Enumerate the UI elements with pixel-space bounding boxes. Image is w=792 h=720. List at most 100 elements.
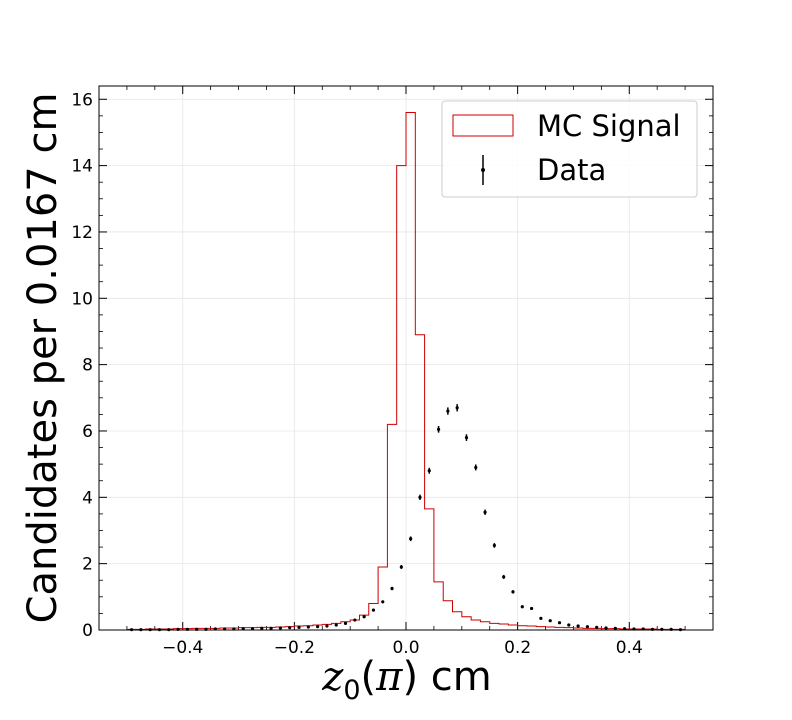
data-marker (241, 627, 245, 631)
data-marker (502, 575, 506, 579)
data-marker (343, 621, 348, 625)
data-point (399, 564, 403, 569)
data-point (539, 616, 543, 620)
data-point (343, 621, 348, 625)
data-marker (585, 625, 590, 629)
data-point (371, 608, 376, 612)
data-marker (464, 436, 469, 440)
x-axis-label-close: ) (402, 654, 430, 700)
y-tick-labels: 0 2 4 6 8 10 12 14 16 (71, 90, 93, 641)
data-marker (446, 409, 450, 413)
data-marker (288, 626, 292, 630)
y-tick-label: 8 (82, 356, 93, 376)
data-marker (260, 626, 264, 630)
x-axis-label-sub: 0 (343, 675, 360, 706)
data-point (325, 624, 329, 628)
x-tick-label: 0.4 (616, 638, 643, 658)
data-point (623, 627, 627, 631)
data-point (334, 623, 338, 627)
y-tick-label: 6 (82, 422, 93, 442)
data-point (427, 467, 431, 474)
data-point (390, 586, 394, 591)
data-point (604, 626, 608, 630)
data-marker (399, 565, 403, 569)
data-point (269, 626, 273, 630)
data-point (567, 623, 571, 627)
data-marker (390, 586, 394, 591)
x-tick-label: −0.2 (274, 638, 315, 658)
data-marker (567, 623, 571, 627)
legend-swatch-data-point (481, 168, 485, 172)
data-marker (548, 619, 552, 623)
data-point (297, 625, 301, 629)
data-point (520, 605, 524, 609)
data-marker (427, 469, 431, 473)
data-point (250, 627, 255, 631)
data-point (455, 404, 459, 412)
data-marker (474, 465, 478, 470)
data-marker (362, 615, 366, 619)
data-marker (325, 624, 329, 628)
data-point (381, 600, 385, 604)
minor-ticks (99, 86, 713, 630)
legend-label-mc-signal: MC Signal (537, 109, 681, 143)
data-marker (381, 600, 385, 604)
data-marker (576, 624, 580, 628)
data-point (288, 626, 292, 630)
data-marker (353, 618, 357, 622)
data-point (464, 434, 469, 441)
data-marker (483, 510, 487, 514)
y-tick-label: 2 (82, 555, 93, 575)
data-marker (269, 626, 273, 630)
mc-signal-step-line (126, 112, 686, 630)
data-marker (250, 627, 255, 631)
legend: MC Signal Data (441, 100, 698, 198)
data-marker (511, 590, 515, 594)
data-point (492, 543, 496, 548)
y-tick-label: 0 (82, 621, 93, 641)
data-point (502, 574, 506, 579)
data-marker (604, 626, 608, 630)
data-marker (418, 495, 422, 499)
data-marker (557, 621, 562, 625)
data-point (418, 494, 422, 500)
x-axis-label: z0(π) cm (321, 654, 491, 706)
data-marker (334, 623, 338, 627)
data-point (548, 619, 552, 623)
data-point (316, 625, 320, 629)
data-point (585, 625, 590, 629)
data-marker (436, 427, 441, 431)
data-marker (278, 626, 283, 630)
data-point (241, 627, 245, 631)
data-point (278, 626, 283, 630)
data-point (576, 624, 580, 628)
data-point (436, 426, 441, 433)
x-axis-label-open: ( (361, 654, 377, 700)
data-point (446, 407, 450, 415)
y-tick-label: 14 (71, 157, 93, 177)
data-point (353, 618, 357, 622)
data-point (613, 626, 617, 630)
data-marker (316, 625, 320, 629)
data-point (529, 606, 534, 611)
data-point (557, 621, 562, 625)
data-point (306, 625, 310, 629)
data-point (362, 615, 366, 619)
y-axis-label: Candidates per 0.0167 cm (20, 93, 66, 624)
data-marker (455, 406, 459, 410)
mc-signal-histogram (126, 112, 686, 630)
x-tick-label: −0.4 (162, 638, 203, 658)
grid-lines (99, 86, 713, 631)
data-marker (595, 625, 599, 629)
data-marker (539, 616, 543, 620)
x-tick-label: 0.2 (504, 638, 531, 658)
data-marker (492, 543, 496, 548)
data-point (595, 625, 599, 629)
plot-frame (98, 85, 714, 631)
x-tick-labels: −0.4 −0.2 0.0 0.2 0.4 (162, 638, 643, 658)
x-axis-label-var: z (321, 654, 344, 700)
data-marker (529, 606, 534, 611)
x-axis-label-particle: π (375, 654, 403, 700)
y-tick-label: 16 (71, 90, 93, 110)
